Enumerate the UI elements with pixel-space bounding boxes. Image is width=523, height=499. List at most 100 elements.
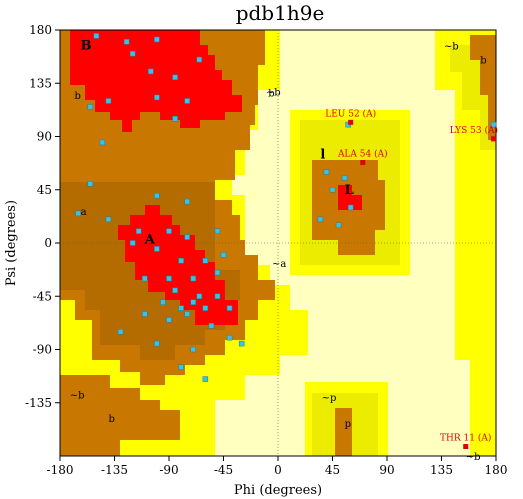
outlier-point [348,119,354,125]
residue-point [184,198,190,205]
y-axis-label: Psi (degrees) [4,200,19,286]
outlier-point [360,160,366,166]
region-label: L [345,183,354,198]
y-tick-label: 0 [44,236,52,250]
y-tick-label: 45 [37,183,52,197]
residue-point [226,305,233,311]
residue-point [226,334,233,341]
region-label: ~b [466,452,481,463]
outlier-label: ALA 54 (A) [337,149,388,160]
region-label: ~a [272,259,286,270]
residue-point [160,299,166,305]
outlier-point [491,136,497,142]
residue-point [99,139,106,146]
residue-point [75,210,81,217]
residue-point [142,275,148,282]
residue-point [123,39,130,45]
residue-point [190,299,196,305]
y-tick-label: -90 [33,343,52,357]
residue-point [317,216,324,223]
residue-point [202,258,209,264]
y-axis-ticks: 180 135 90 45 0 -45 -90 -135 [25,23,60,410]
residue-point [154,340,160,347]
region-labels: Bb b~bAa~alL~bb~bb~pp~b [70,38,487,463]
y-tick-label: 90 [37,130,52,144]
region-label: p [345,419,351,430]
residue-point [117,329,124,335]
residue-point [490,121,497,128]
core-region [70,30,362,325]
x-tick-label: -90 [159,463,178,477]
residue-point [178,305,184,311]
residue-point [154,36,160,43]
x-tick-label: -180 [47,463,74,477]
residue-point [347,204,354,211]
residue-point [214,228,221,234]
residue-point [329,187,336,193]
region-label: ~b [444,41,459,52]
plot-regions [60,30,496,456]
region-label: a [81,207,87,218]
x-tick-label: -135 [101,463,128,477]
residue-point [129,50,136,57]
x-tick-label: 90 [379,463,394,477]
residue-point [184,311,190,317]
residue-point [214,293,221,299]
residue-point [323,169,330,175]
x-tick-label: 45 [325,463,340,477]
region-label: A [144,232,156,247]
residue-point [172,287,178,294]
region-label: b [268,89,274,100]
residue-point [202,305,209,311]
residue-point [214,269,221,276]
residue-point [154,94,160,101]
residue-point [184,234,190,240]
residue-point [154,246,160,252]
residue-point [202,376,209,382]
residue-point [190,275,196,282]
residue-point [172,116,178,122]
region-label: ~p [322,393,337,404]
residue-point [178,258,184,264]
outlier-label: THR 11 (A) [440,433,491,444]
outlier-points: LEU 52 (A) LYS 53 (A) ALA 54 (A) THR 11 (A) [325,108,498,450]
residue-point [105,98,112,104]
residue-point [335,222,342,228]
x-tick-label: 180 [485,463,508,477]
region-label: ~b [70,390,85,401]
residue-point [196,293,203,299]
chart-title: pdb1h9e [236,1,325,25]
x-tick-label: 135 [430,463,453,477]
x-tick-label: 0 [274,463,282,477]
residue-point [105,216,112,223]
y-tick-label: -45 [33,289,52,303]
residue-point [93,33,100,39]
residue-point [208,323,215,329]
residue-point [220,252,227,258]
residue-point [341,175,348,181]
residue-point [142,311,148,317]
residue-point [190,346,196,353]
region-label: b [75,91,81,102]
residue-point [154,192,160,199]
residue-point [238,340,245,347]
residue-point [172,74,178,81]
residue-point [87,104,94,110]
x-axis-ticks: -180 -135 -90 -45 0 45 90 135 180 [47,456,508,477]
residue-points [75,33,497,382]
x-tick-label: -45 [214,463,233,477]
residue-point [196,56,203,63]
region-label: b [480,56,486,67]
outlier-label: LEU 52 (A) [325,108,376,119]
residue-point [184,98,190,104]
x-axis-label: Phi (degrees) [234,483,322,498]
residue-point [178,364,184,370]
residue-point [166,275,172,282]
residue-point [166,228,172,234]
y-tick-label: -135 [25,396,52,410]
residue-point [135,228,142,234]
y-tick-label: 180 [29,23,52,37]
outlier-label: LYS 53 (A) [450,125,498,136]
residue-point [148,68,154,75]
y-tick-label: 135 [29,76,52,90]
